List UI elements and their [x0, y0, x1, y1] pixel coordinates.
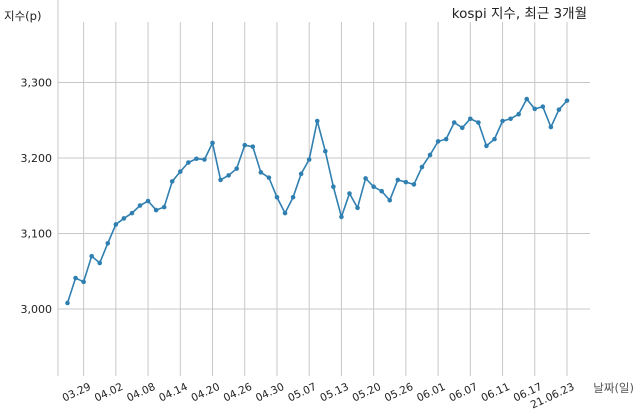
- data-point: [355, 205, 360, 211]
- x-tick-labels: 03.29 04.02 04.08 04.14 04.20 04.26 04.30 05.07…: [61, 381, 577, 412]
- y-tick-label: 3,100: [21, 228, 53, 241]
- data-point: [516, 111, 521, 117]
- data-point: [306, 157, 312, 162]
- x-tick-label: 05.20: [351, 381, 383, 405]
- data-point: [218, 177, 223, 183]
- data-point: [419, 164, 425, 170]
- x-tick-label: 04.26: [222, 381, 255, 405]
- y-tick-label: 3,200: [21, 152, 53, 165]
- data-point: [137, 203, 143, 208]
- data-point: [314, 118, 320, 124]
- x-tick-label: 05.26: [383, 381, 416, 405]
- x-tick-label: 04.08: [125, 381, 157, 405]
- y-tick-label: 3,300: [21, 77, 53, 90]
- data-point: [532, 106, 538, 112]
- data-point: [210, 140, 215, 146]
- data-point: [411, 182, 417, 187]
- data-point: [177, 169, 183, 174]
- data-point: [274, 194, 280, 200]
- y-tick-label: 3,000: [21, 303, 53, 316]
- data-point: [387, 197, 393, 203]
- data-point: [371, 184, 376, 189]
- x-tick-label: 06.11: [479, 381, 511, 405]
- data-point: [113, 222, 119, 227]
- data-point: [89, 253, 94, 259]
- data-point: [403, 179, 409, 185]
- data-point: [459, 125, 465, 131]
- data-point: [298, 171, 304, 177]
- data-point: [65, 300, 70, 306]
- data-point: [484, 143, 489, 149]
- data-point: [347, 191, 352, 196]
- data-point: [363, 176, 368, 181]
- data-point: [258, 170, 264, 175]
- data-points: [65, 96, 570, 306]
- x-axis-label: 날짜(일): [593, 381, 634, 395]
- x-tick-label: 06.07: [447, 381, 479, 405]
- data-point: [242, 142, 248, 148]
- data-point: [250, 144, 256, 149]
- x-tick-label: 04.02: [93, 381, 125, 405]
- data-point: [331, 184, 336, 189]
- data-point: [395, 177, 401, 183]
- chart-title: kospi 지수, 최근 3개월: [452, 6, 587, 22]
- x-tick-label: 06.01: [415, 381, 447, 405]
- x-tick-label: 04.20: [189, 381, 221, 405]
- data-point: [500, 118, 505, 124]
- data-point: [508, 116, 513, 122]
- data-point: [339, 214, 344, 220]
- data-point: [323, 148, 328, 154]
- x-tick-label: 04.30: [254, 381, 286, 405]
- data-point: [121, 216, 127, 221]
- data-point: [81, 279, 86, 285]
- data-point: [556, 107, 562, 112]
- y-tick-labels: 3,000 3,100 3,200 3,300: [21, 77, 53, 317]
- x-tick-label: 05.13: [318, 381, 350, 405]
- data-point: [476, 120, 481, 125]
- data-point: [186, 160, 191, 165]
- data-point: [194, 156, 199, 162]
- data-point: [443, 136, 449, 142]
- data-point: [492, 136, 497, 142]
- data-point: [435, 139, 441, 144]
- data-point: [427, 152, 433, 158]
- kospi-series-line: [66, 97, 568, 304]
- data-point: [129, 210, 135, 216]
- x-tick-label: 03.29: [61, 381, 93, 405]
- data-point: [73, 275, 78, 281]
- data-point: [145, 198, 151, 204]
- data-point: [161, 204, 167, 210]
- data-point: [379, 188, 385, 194]
- data-point: [105, 241, 111, 246]
- data-point: [290, 194, 296, 200]
- y-axis-label: 지수(p): [4, 9, 41, 23]
- data-point: [548, 124, 554, 130]
- data-point: [564, 98, 570, 103]
- data-point: [266, 175, 272, 180]
- data-point: [153, 207, 159, 213]
- grid-lines: [58, 22, 590, 376]
- x-tick-label: 05.07: [286, 381, 318, 405]
- data-point: [524, 96, 530, 102]
- data-point: [234, 166, 239, 171]
- data-point: [226, 173, 231, 178]
- data-point: [540, 104, 546, 109]
- data-point: [282, 210, 288, 216]
- data-point: [169, 179, 175, 184]
- data-point: [202, 157, 207, 162]
- x-tick-label: 04.14: [157, 381, 190, 405]
- data-point: [468, 116, 473, 122]
- data-point: [451, 120, 457, 125]
- data-point: [97, 260, 103, 266]
